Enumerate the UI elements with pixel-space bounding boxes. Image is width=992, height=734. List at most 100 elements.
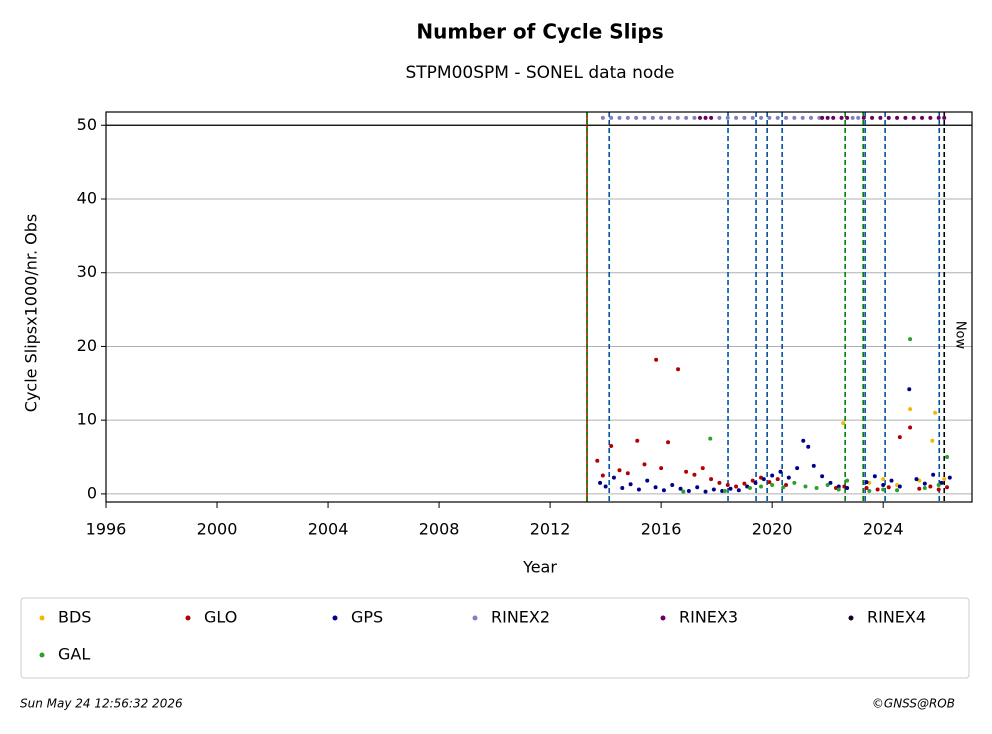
data-point: [928, 484, 933, 489]
data-point: [634, 115, 639, 120]
data-point: [784, 115, 789, 120]
x-tick-label: 2020: [752, 520, 793, 539]
data-point: [686, 488, 691, 493]
data-point: [635, 438, 640, 443]
data-point: [611, 475, 616, 480]
data-point: [722, 488, 727, 493]
data-point: [928, 115, 933, 120]
data-point: [653, 485, 658, 490]
data-point: [933, 410, 938, 415]
data-point: [886, 115, 891, 120]
data-point: [617, 468, 622, 473]
data-point: [931, 472, 936, 477]
data-point: [908, 425, 913, 430]
data-point: [761, 477, 766, 482]
data-point: [881, 483, 886, 488]
data-point: [659, 466, 664, 471]
data-point: [889, 478, 894, 483]
legend-marker: [39, 615, 45, 621]
data-point: [595, 458, 600, 463]
legend-marker: [332, 615, 338, 621]
data-point: [717, 480, 722, 485]
data-point: [825, 483, 830, 488]
legend-box: [20, 597, 970, 679]
data-point: [759, 115, 764, 120]
legend-label: GAL: [58, 645, 90, 664]
data-point: [922, 481, 927, 486]
data-point: [864, 485, 869, 490]
data-point: [667, 115, 672, 120]
data-point: [845, 485, 850, 490]
footer-credit: ©GNSS@ROB: [872, 697, 955, 711]
legend-marker: [39, 652, 45, 658]
data-point: [642, 462, 647, 467]
data-point: [725, 483, 730, 488]
data-point: [908, 337, 913, 342]
legend-label: BDS: [58, 608, 91, 627]
data-point: [920, 115, 925, 120]
legend-label: GPS: [351, 608, 383, 627]
data-point: [692, 472, 697, 477]
legend-label: GLO: [204, 608, 237, 627]
data-point: [678, 486, 683, 491]
data-point: [628, 482, 633, 487]
data-point: [878, 115, 883, 120]
data-point: [734, 484, 739, 489]
y-axis-label: Cycle Slipsx1000/nr. Obs: [22, 214, 41, 412]
data-point: [895, 115, 900, 120]
data-point: [872, 474, 877, 479]
data-point: [897, 484, 902, 489]
data-point: [650, 115, 655, 120]
data-point: [598, 480, 603, 485]
data-point: [603, 484, 608, 489]
chart-subtitle: STPM00SPM - SONEL data node: [405, 63, 674, 83]
data-point: [895, 488, 900, 493]
y-tick-label: 50: [77, 115, 97, 134]
data-point: [942, 115, 947, 120]
data-point: [695, 485, 700, 490]
legend-marker: [848, 615, 854, 621]
data-point: [792, 115, 797, 120]
data-point: [861, 115, 866, 120]
data-point: [609, 443, 614, 448]
data-point: [814, 485, 819, 490]
plot-frame: [105, 111, 973, 503]
x-tick-label: 2008: [419, 520, 460, 539]
data-point: [778, 469, 783, 474]
y-tick-label: 0: [87, 483, 97, 502]
data-point: [659, 115, 664, 120]
data-point: [654, 357, 659, 362]
data-point: [870, 115, 875, 120]
data-point: [817, 115, 822, 120]
data-point: [845, 478, 850, 483]
data-point: [836, 484, 841, 489]
data-point: [609, 115, 614, 120]
data-point: [697, 115, 702, 120]
data-point: [867, 488, 872, 493]
data-point: [600, 115, 605, 120]
x-tick-label: 2000: [197, 520, 238, 539]
data-point: [742, 481, 747, 486]
y-tick-label: 20: [77, 336, 97, 355]
data-point: [875, 487, 880, 492]
data-point: [692, 115, 697, 120]
data-point: [800, 115, 805, 120]
data-point: [684, 469, 689, 474]
data-point: [845, 115, 850, 120]
data-point: [914, 477, 919, 482]
data-point: [886, 485, 891, 490]
data-point: [820, 474, 825, 479]
data-point: [881, 487, 886, 492]
data-point: [775, 477, 780, 482]
x-tick-label: 2012: [530, 520, 571, 539]
data-point: [703, 489, 708, 494]
data-point: [742, 115, 747, 120]
now-label: Now: [953, 321, 968, 350]
data-point: [930, 438, 935, 443]
data-point: [747, 485, 752, 490]
legend-marker: [472, 615, 478, 621]
legend-label: RINEX4: [867, 608, 926, 627]
x-tick-label: 2016: [641, 520, 682, 539]
data-point: [836, 487, 841, 492]
data-point: [825, 115, 830, 120]
